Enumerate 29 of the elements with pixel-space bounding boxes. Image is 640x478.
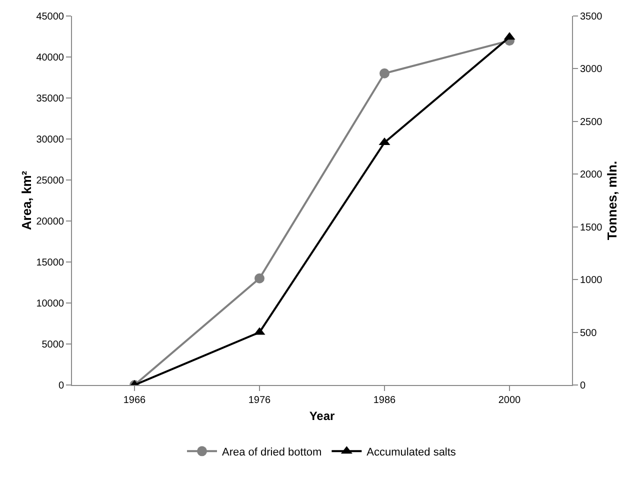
y-tick-label: 35000 [36,94,64,104]
x-tick-label: 1976 [248,395,272,406]
y2-tick-label: 1000 [580,275,603,286]
y-tick-label: 25000 [36,176,64,186]
y-tick-label: 15000 [36,258,64,268]
y2-tick-label: 2500 [580,116,603,128]
legend-label: Area of dried bottom [222,446,322,458]
y-tick-label: 5000 [42,340,64,350]
y2-axis-title: Tonnes, mln. [604,160,620,240]
y-tick-label: 45000 [36,12,64,22]
y-tick-label: 20000 [36,216,64,228]
y-tick-label: 0 [58,380,64,392]
x-axis-title: Year [309,408,336,423]
x-tick-label: 1986 [373,395,396,406]
y-tick-label: 40000 [36,52,64,64]
y2-tick-label: 0 [580,380,586,392]
y-tick-label: 30000 [36,134,64,146]
y-axis-title: Area, km² [19,170,34,230]
y2-tick-label: 2000 [580,170,603,181]
y-tick-label: 10000 [36,298,64,310]
point [254,273,264,284]
y2-tick-label: 3500 [580,12,603,22]
x-tick-label: 1966 [123,395,146,406]
point [380,68,390,78]
x-tick-label: 2000 [498,395,522,406]
y2-tick-label: 3000 [580,64,603,76]
y2-tick-label: 1500 [580,222,603,234]
y2-tick-label: 500 [580,328,598,339]
legend-label: Accumulated salts [366,446,456,458]
